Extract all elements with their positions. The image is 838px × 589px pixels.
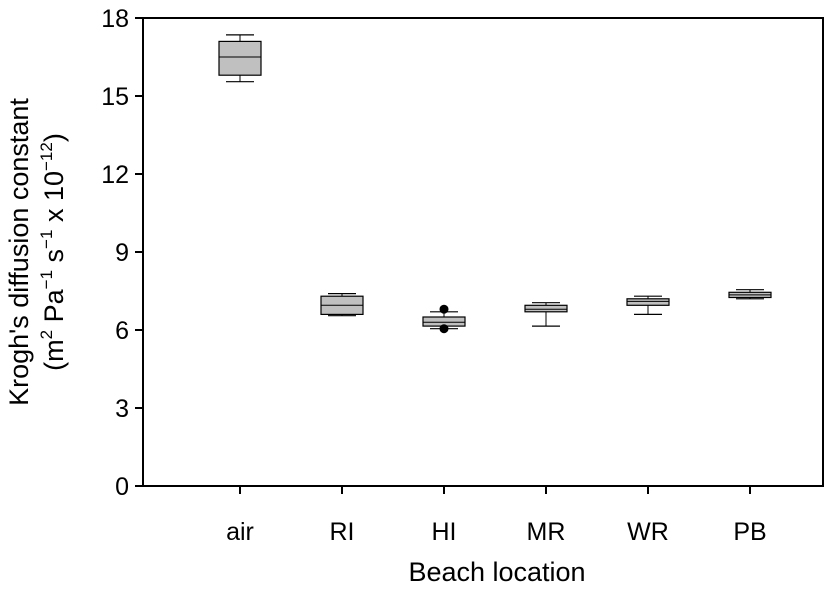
y-axis-title: Krogh's diffusion constant	[4, 98, 34, 406]
y-tick-label: 18	[101, 5, 129, 33]
y-tick-label: 15	[101, 83, 129, 111]
x-tick-label: HI	[432, 518, 457, 546]
box-WR	[626, 295, 670, 315]
x-tick-label: WR	[627, 518, 669, 546]
box-HI	[422, 304, 466, 334]
y-tick-label: 3	[115, 395, 129, 423]
y-axis: 0 3 6 9 12 15 18	[101, 5, 143, 501]
iqr-box	[218, 40, 262, 76]
y-tick-label: 9	[115, 239, 129, 267]
x-tick-label: MR	[527, 518, 566, 546]
x-tick-label: PB	[733, 518, 766, 546]
outlier-point	[439, 324, 449, 334]
y-tick-label: 0	[115, 473, 129, 501]
y-axis-title-line2: (m2 Pa−1 s−1 x 10−12)	[37, 133, 69, 371]
y-axis-units: (m2 Pa−1 s−1 x 10−12)	[37, 133, 69, 371]
y-tick-label: 12	[101, 161, 129, 189]
y-axis-title-line1: Krogh's diffusion constant	[4, 98, 34, 406]
box-PB	[728, 289, 772, 300]
outlier-point	[439, 304, 449, 314]
x-tick-label: RI	[330, 518, 355, 546]
x-axis-title: Beach location	[408, 557, 585, 587]
y-tick-label: 6	[115, 317, 129, 345]
x-axis: air RI HI MR WR PB	[226, 486, 767, 546]
plot-frame	[142, 17, 824, 487]
iqr-box	[524, 304, 568, 313]
iqr-box	[626, 298, 670, 306]
box-RI	[320, 293, 364, 317]
x-tick-label: air	[226, 518, 254, 546]
box-air	[218, 34, 262, 83]
box-series	[218, 34, 772, 334]
box-MR	[524, 302, 568, 327]
